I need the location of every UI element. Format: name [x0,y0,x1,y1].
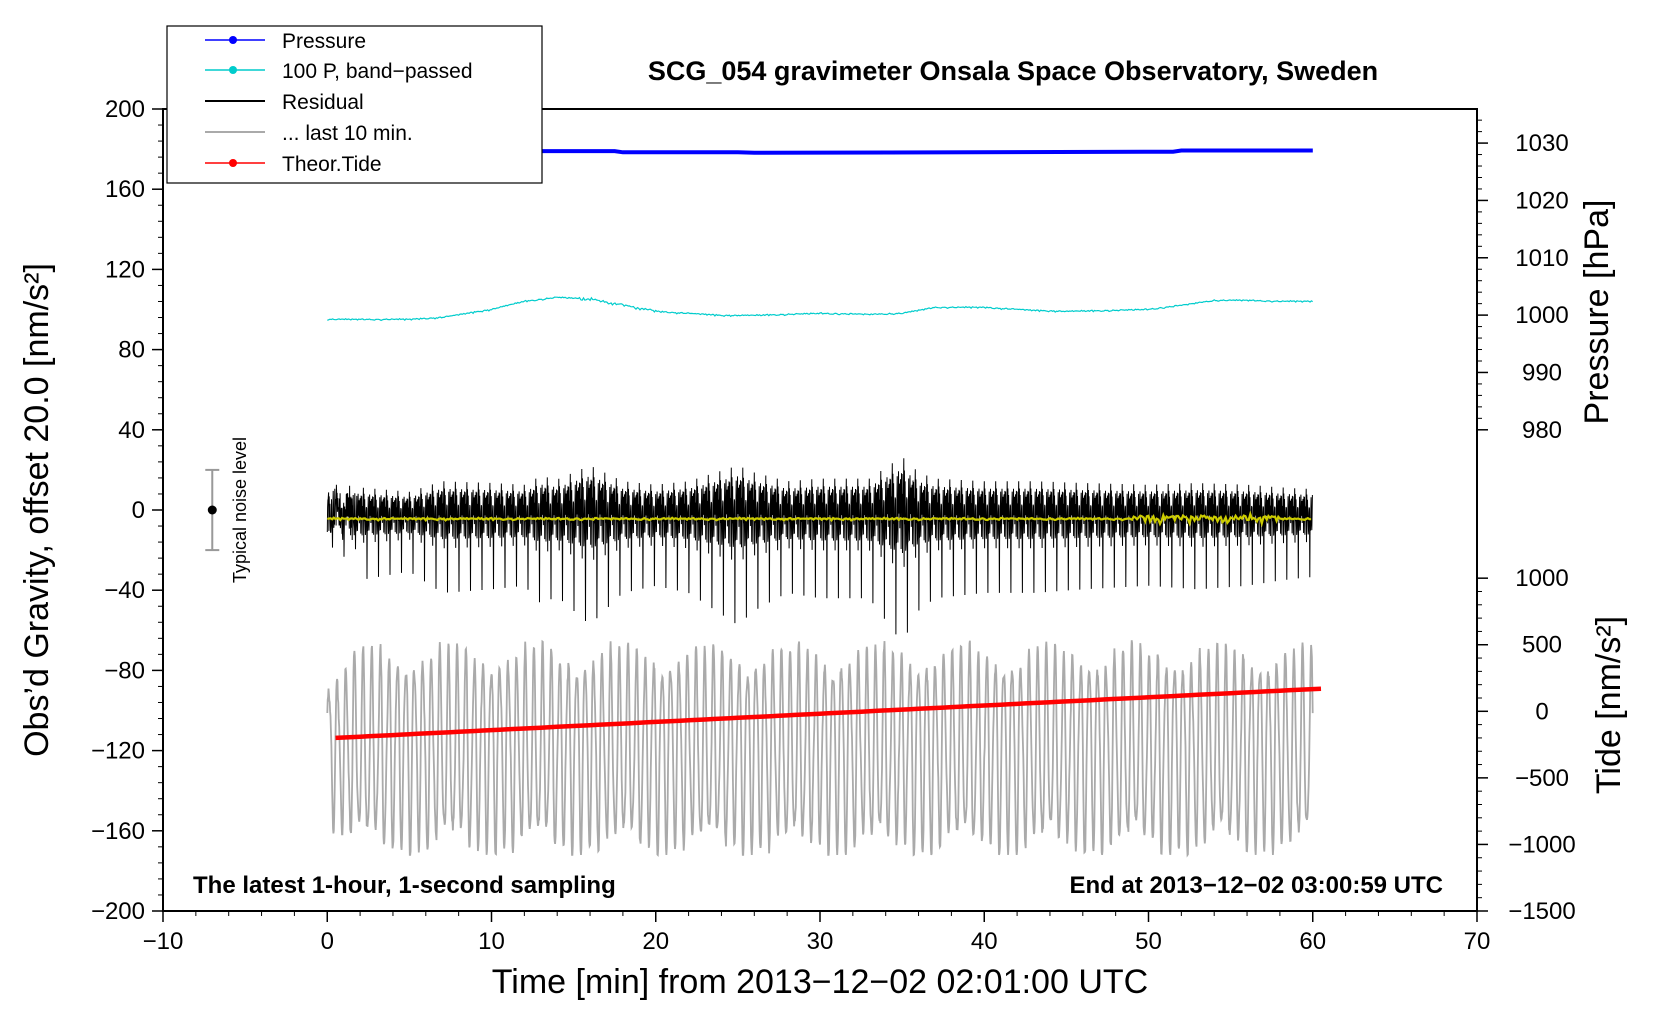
pressure-axis-title: Pressure [hPa] [1578,200,1616,425]
y-tick-label: 0 [132,497,145,524]
chart-title: SCG_054 gravimeter Onsala Space Observat… [648,56,1378,86]
series-theor-tide-line [335,686,1322,741]
legend-entry-band-passed: 100 P, band−passed [205,60,473,83]
y-axis-title: Obs’d Gravity, offset 20.0 [nm/s²] [18,263,56,757]
y-axis-tide: −1500 −1000 −500 0 500 1000 [1477,565,1576,925]
pressure-tick-label: 1000 [1515,302,1568,329]
noise-bar-center-dot [207,505,217,515]
tide-axis-title: Tide [nm/s²] [1590,616,1628,794]
pressure-tick-label: 990 [1522,359,1562,386]
y-axis-pressure: 980 990 1000 1010 1020 1030 [1477,119,1569,444]
legend-label-residual: Residual [282,91,364,114]
legend-entry-theor-tide: Theor.Tide [205,153,382,176]
legend-entry-pressure: Pressure [205,30,366,53]
y-tick-label: −40 [104,577,145,604]
legend-marker-theor-tide [229,159,237,167]
x-tick-label: 30 [807,928,834,955]
x-tick-label: 10 [478,928,505,955]
pressure-tick-label: 1030 [1515,130,1568,157]
y-tick-label: −160 [91,818,145,845]
y-axis-gravity: −200 −160 −120 −80 −40 0 40 80 120 160 200 [91,96,163,925]
noise-indicator [205,468,220,552]
tide-tick-label: 0 [1535,698,1548,725]
y-tick-label: −120 [91,738,145,765]
legend-marker-band-passed [229,66,237,74]
x-tick-label: 50 [1135,928,1162,955]
y-tick-label: 200 [105,96,145,123]
x-tick-label: 0 [321,928,334,955]
x-axis-title: Time [min] from 2013−12−02 02:01:00 UTC [492,963,1148,1001]
tide-tick-label: 500 [1522,632,1562,659]
x-tick-label: 40 [971,928,998,955]
x-tick-label: 60 [1299,928,1326,955]
y-tick-label: 40 [118,417,145,444]
x-tick-label: 70 [1464,928,1491,955]
x-tick-label: −10 [143,928,184,955]
tide-tick-label: −1500 [1508,898,1575,925]
legend-label-band-passed: 100 P, band−passed [282,60,473,83]
legend: Pressure 100 P, band−passed Residual ...… [166,25,543,184]
series-last-10-min-line [326,639,1314,858]
pressure-tick-label: 980 [1522,417,1562,444]
legend-label-pressure: Pressure [282,30,366,53]
series-residual-line [326,458,1313,635]
legend-entry-residual: Residual [205,91,364,114]
tide-tick-label: −500 [1515,765,1569,792]
legend-label-theor-tide: Theor.Tide [282,153,382,176]
pressure-tick-label: 1020 [1515,187,1568,214]
pressure-tick-label: 1010 [1515,245,1568,272]
legend-entry-last-10-min: ... last 10 min. [205,122,413,145]
tide-tick-label: 1000 [1515,565,1568,592]
end-time-note: End at 2013−12−02 03:00:59 UTC [1069,872,1443,899]
y-tick-label: −200 [91,898,145,925]
series-band-passed-line [327,296,1313,322]
legend-label-last-10-min: ... last 10 min. [282,122,413,145]
y-tick-label: 160 [105,176,145,203]
y-tick-label: 120 [105,256,145,283]
noise-level-label: Typical noise level [230,437,250,583]
y-tick-label: 80 [118,337,145,364]
legend-marker-pressure [229,36,237,44]
x-axis: −10 0 10 20 30 40 50 60 70 [143,911,1491,955]
tide-tick-label: −1000 [1508,831,1575,858]
y-tick-label: −80 [104,657,145,684]
legend-box [166,25,543,184]
series-layer [326,148,1322,858]
sampling-note: The latest 1-hour, 1-second sampling [193,872,616,899]
series-residual-smoothed-line [327,510,1312,528]
x-tick-label: 20 [642,928,669,955]
